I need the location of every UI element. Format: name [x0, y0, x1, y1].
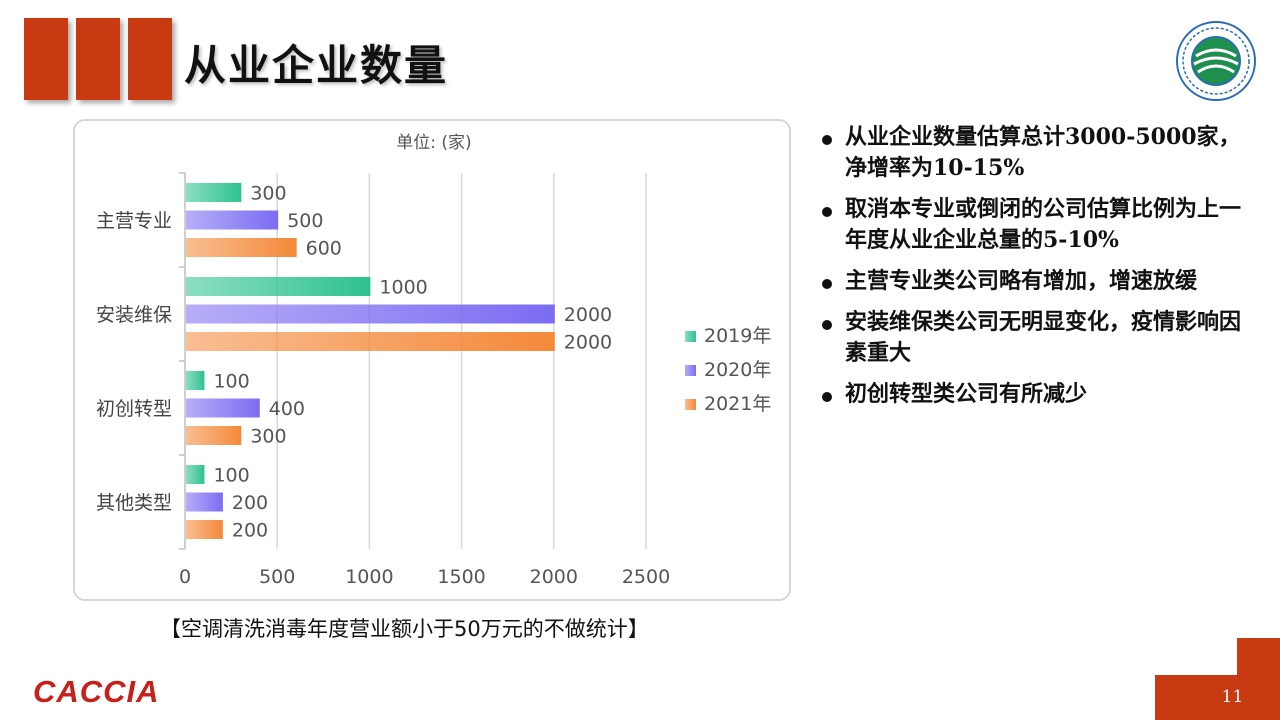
- data-label: 600: [306, 238, 342, 260]
- x-tick-label: 500: [259, 566, 295, 588]
- category-label: 初创转型: [96, 398, 172, 420]
- bullet-text: 初创转型类公司有所减少: [845, 381, 1088, 407]
- bar-2020年: [186, 304, 555, 324]
- data-label: 400: [269, 398, 305, 420]
- title-block-1: [24, 18, 68, 100]
- x-tick-label: 2000: [530, 566, 578, 588]
- bullet-item: 取消本专业或倒闭的公司估算比例为上一年度从业企业总量的5-10%: [818, 194, 1258, 256]
- data-label: 100: [213, 371, 249, 393]
- x-tick-label: 1500: [437, 566, 485, 588]
- bar-2019年: [186, 371, 205, 390]
- page-title: 从业企业数量: [184, 41, 449, 90]
- category-label: 其他类型: [96, 492, 172, 514]
- legend-swatch: [685, 365, 696, 376]
- brand-logo: CACCIA: [33, 674, 160, 709]
- data-label: 500: [287, 210, 323, 232]
- title-block-2: [76, 18, 120, 100]
- bar-2020年: [186, 210, 279, 230]
- legend-label: 2021年: [704, 393, 771, 415]
- title-decoration: [24, 18, 172, 100]
- bar-2019年: [186, 183, 242, 202]
- bar-2019年: [186, 277, 371, 296]
- legend-swatch: [685, 331, 696, 342]
- category-label: 主营专业: [96, 210, 172, 232]
- data-label: 200: [232, 492, 268, 514]
- bullet-dot-icon: [822, 392, 832, 402]
- bullet-text: 从业企业数量估算总计3000-5000家，净增率为10-15%: [845, 124, 1241, 181]
- bullet-item: 安装维保类公司无明显变化，疫情影响因素重大: [818, 307, 1258, 369]
- data-label: 2000: [564, 304, 612, 326]
- corner-decoration: [1237, 638, 1280, 675]
- bullet-dot-icon: [822, 279, 832, 289]
- page-number: 11: [1221, 687, 1244, 707]
- data-label: 100: [213, 465, 249, 487]
- corner-decoration: [1155, 675, 1280, 720]
- association-seal-icon: [1172, 20, 1260, 102]
- bar-2021年: [186, 426, 242, 445]
- legend-label: 2019年: [704, 325, 771, 347]
- data-label: 200: [232, 520, 268, 542]
- data-label: 300: [250, 183, 286, 205]
- x-tick-label: 0: [179, 566, 191, 588]
- bullet-text: 安装维保类公司无明显变化，疫情影响因素重大: [845, 309, 1242, 366]
- bar-2020年: [186, 398, 260, 418]
- bar-chart: 单位: (家)0 500 1000 1500 2000 2500主营专业300500600…: [96, 133, 771, 588]
- bullet-text: 主营专业类公司略有增加，增速放缓: [845, 268, 1198, 294]
- bullet-list: 从业企业数量估算总计3000-5000家，净增率为10-15% 取消本专业或倒闭…: [818, 122, 1258, 420]
- bullet-dot-icon: [822, 207, 832, 217]
- bar-2021年: [186, 520, 223, 539]
- bar-2021年: [186, 238, 297, 257]
- data-label: 2000: [564, 332, 612, 354]
- bar-2019年: [186, 465, 205, 484]
- bar-2020年: [186, 492, 223, 512]
- chart-frame: 单位: (家) 0 500 1000 1500 2000 2500 主营专业 300 500 600…: [73, 119, 791, 601]
- data-label: 1000: [379, 277, 427, 299]
- bullet-dot-icon: [822, 135, 832, 145]
- bullet-text: 取消本专业或倒闭的公司估算比例为上一年度从业企业总量的5-10%: [845, 196, 1242, 253]
- category-label: 安装维保: [96, 304, 172, 326]
- chart-unit-label: 单位: (家): [396, 133, 471, 153]
- bullet-item: 从业企业数量估算总计3000-5000家，净增率为10-15%: [818, 122, 1258, 184]
- bullet-dot-icon: [822, 320, 832, 330]
- x-tick-label: 1000: [345, 566, 393, 588]
- bullet-item: 初创转型类公司有所减少: [818, 379, 1258, 410]
- x-tick-label: 2500: [622, 566, 670, 588]
- bullet-item: 主营专业类公司略有增加，增速放缓: [818, 266, 1258, 297]
- legend-swatch: [685, 399, 696, 410]
- bar-2021年: [186, 332, 555, 351]
- chart-caption: 【空调清洗消毒年度营业额小于50万元的不做统计】: [160, 617, 649, 641]
- title-block-3: [128, 18, 172, 100]
- data-label: 300: [250, 426, 286, 448]
- legend-label: 2020年: [704, 359, 771, 381]
